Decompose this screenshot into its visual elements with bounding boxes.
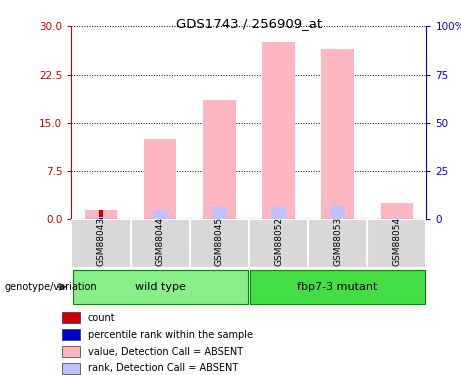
Text: value, Detection Call = ABSENT: value, Detection Call = ABSENT bbox=[88, 346, 243, 357]
Text: fbp7-3 mutant: fbp7-3 mutant bbox=[297, 282, 378, 292]
Bar bbox=[71, 219, 130, 268]
Bar bbox=[190, 219, 249, 268]
Bar bbox=[367, 219, 426, 268]
Bar bbox=[390, 217, 404, 219]
Bar bbox=[308, 219, 367, 268]
Bar bbox=[62, 346, 80, 357]
Text: wild type: wild type bbox=[135, 282, 186, 292]
Bar bbox=[336, 218, 340, 219]
Bar bbox=[277, 218, 280, 219]
Text: GDS1743 / 256909_at: GDS1743 / 256909_at bbox=[176, 17, 322, 30]
Bar bbox=[271, 207, 286, 219]
Bar bbox=[249, 219, 308, 268]
Bar bbox=[99, 218, 103, 219]
Text: percentile rank within the sample: percentile rank within the sample bbox=[88, 330, 253, 340]
Bar bbox=[262, 42, 295, 219]
Bar bbox=[62, 363, 80, 374]
Text: GSM88054: GSM88054 bbox=[392, 217, 402, 266]
Text: count: count bbox=[88, 313, 115, 323]
Bar bbox=[85, 210, 117, 219]
Text: GSM88052: GSM88052 bbox=[274, 217, 283, 266]
Bar bbox=[153, 210, 167, 219]
Bar bbox=[99, 210, 103, 219]
Bar bbox=[331, 206, 345, 219]
Text: GSM88043: GSM88043 bbox=[96, 217, 106, 266]
Bar bbox=[144, 139, 177, 219]
Bar bbox=[218, 218, 221, 219]
Text: GSM88045: GSM88045 bbox=[215, 217, 224, 266]
Bar bbox=[381, 203, 413, 219]
Bar bbox=[94, 217, 108, 219]
Bar bbox=[250, 270, 425, 304]
Text: genotype/variation: genotype/variation bbox=[5, 282, 97, 292]
Bar bbox=[158, 218, 162, 219]
Bar bbox=[395, 218, 399, 219]
Bar bbox=[62, 329, 80, 340]
Bar bbox=[321, 49, 354, 219]
Bar bbox=[203, 100, 236, 219]
Bar bbox=[73, 270, 248, 304]
Bar bbox=[130, 219, 190, 268]
Bar bbox=[212, 207, 227, 219]
Text: GSM88053: GSM88053 bbox=[333, 217, 342, 266]
Text: rank, Detection Call = ABSENT: rank, Detection Call = ABSENT bbox=[88, 363, 238, 374]
Bar bbox=[62, 312, 80, 323]
Text: GSM88044: GSM88044 bbox=[156, 217, 165, 266]
